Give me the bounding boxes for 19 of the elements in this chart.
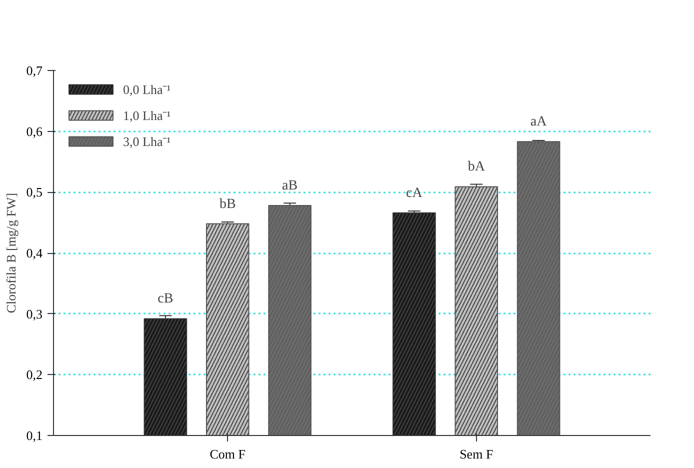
y-tick-label: 0,1 [26,428,42,443]
legend-label: 3,0 Lha⁻¹ [123,133,171,150]
y-tick-label: 0,7 [26,63,43,78]
annotation: cA [406,186,424,201]
y-tick-label: 0,2 [26,367,42,382]
annotation: aA [530,114,548,130]
annotation: bB [219,196,236,212]
annotation: aB [282,178,298,194]
y-tick-label: 0,5 [26,184,42,200]
y-tick-label: 0,6 [26,124,43,139]
annotation: bA [468,160,486,175]
y-tick-label: 0,3 [26,306,42,322]
legend-label: 0,0 Lha⁻¹ [123,81,171,98]
y-tick-label: 0,4 [26,246,43,260]
x-tick-label: Sem F [460,446,494,462]
y-axis-title: Clorofila B [mg/g FW] [3,192,18,314]
annotation: cB [158,292,174,307]
x-tick-label: Com F [210,446,246,462]
legend-label: 1,0 Lha⁻¹ [123,107,171,124]
